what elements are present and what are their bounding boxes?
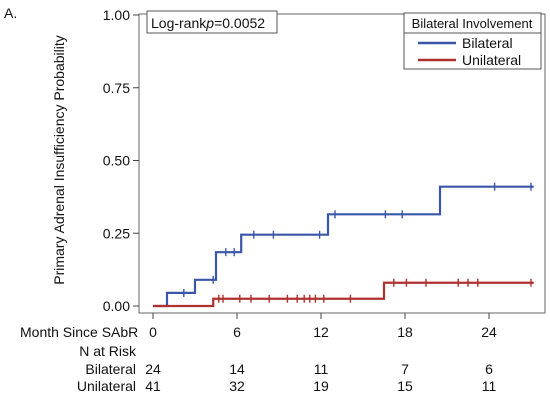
x-tick-label: 24 [481, 324, 497, 340]
x-axis-label: Month Since SAbR [20, 324, 138, 340]
legend-title: Bilateral Involvement [412, 16, 533, 31]
legend-label-unilateral: Unilateral [462, 52, 521, 68]
risk-value-unilateral: 15 [397, 378, 413, 394]
logrank-value: =0.0052 [214, 15, 265, 31]
risk-table-header: N at Risk [79, 343, 137, 359]
x-tick-label: 6 [233, 324, 241, 340]
step-line-bilateral [153, 185, 534, 308]
series-unilateral [153, 278, 534, 308]
risk-row-label-unilateral: Unilateral [77, 378, 136, 394]
series-bilateral [153, 182, 534, 308]
plot-frame [138, 13, 546, 314]
risk-value-unilateral: 11 [482, 378, 497, 394]
x-tick-label: 12 [313, 324, 329, 340]
logrank-label: Log-rank [151, 15, 207, 31]
risk-value-unilateral: 41 [145, 378, 161, 394]
x-tick-label: 18 [397, 324, 413, 340]
legend: Bilateral Involvement Bilateral Unilater… [403, 12, 542, 70]
y-tick-label: 0.50 [103, 153, 130, 169]
y-tick-label: 0.75 [103, 80, 130, 96]
risk-value-bilateral: 11 [314, 361, 329, 377]
svg-text:Log-rankp=0.0052: Log-rankp=0.0052 [151, 15, 265, 31]
y-tick-label: 1.00 [103, 7, 130, 23]
risk-value-unilateral: 19 [313, 378, 329, 394]
logrank-box: Log-rankp=0.0052 [146, 10, 278, 34]
risk-value-bilateral: 7 [401, 361, 409, 377]
logrank-p: p [205, 15, 214, 31]
risk-value-bilateral: 24 [145, 361, 161, 377]
y-axis-label: Primary Adrenal Insufficiency Probabilit… [51, 35, 67, 285]
panel-label: A. [4, 5, 17, 21]
risk-value-bilateral: 14 [229, 361, 245, 377]
x-tick-label: 0 [149, 324, 157, 340]
legend-label-bilateral: Bilateral [462, 35, 513, 51]
y-tick-label: 0.00 [103, 298, 130, 314]
risk-value-bilateral: 6 [485, 361, 493, 377]
y-tick-label: 0.25 [103, 225, 130, 241]
risk-row-label-bilateral: Bilateral [85, 361, 136, 377]
risk-value-unilateral: 32 [229, 378, 245, 394]
step-line-unilateral [153, 281, 534, 308]
